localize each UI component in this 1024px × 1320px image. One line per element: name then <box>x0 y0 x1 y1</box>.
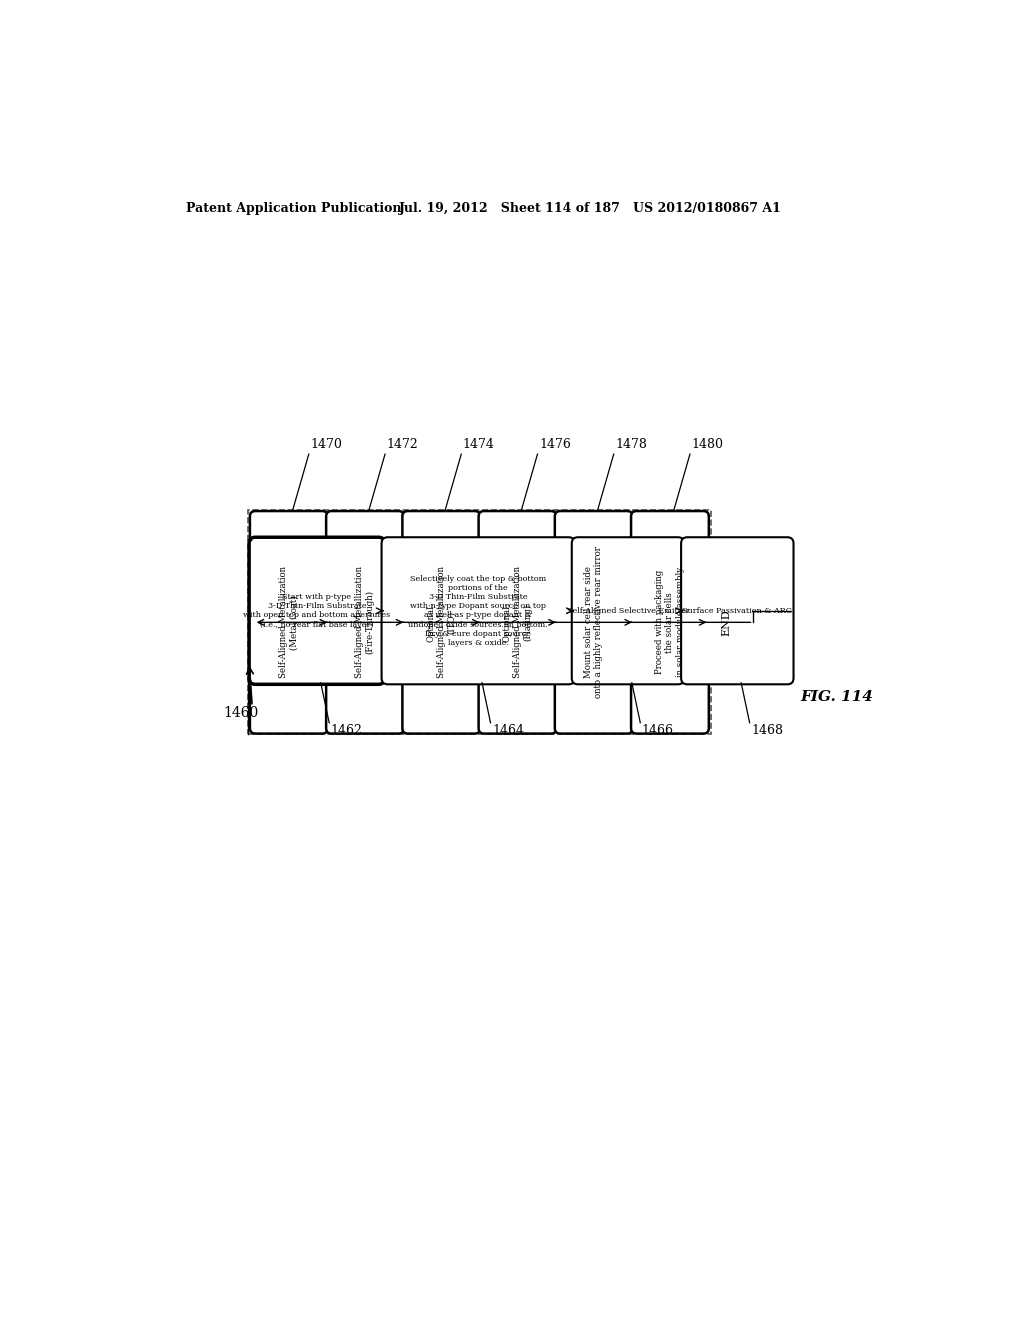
Text: Start with p-type
3-D Thin-Film Substrate
with open top and bottom apertures
(i.: Start with p-type 3-D Thin-Film Substrat… <box>244 593 390 628</box>
Text: 1460: 1460 <box>223 706 258 719</box>
Text: 1462: 1462 <box>331 725 362 738</box>
Text: Self-Aligned Metallization
(Fire-Through): Self-Aligned Metallization (Fire-Through… <box>355 566 375 678</box>
Text: 1466: 1466 <box>642 725 674 738</box>
Text: FIG. 114: FIG. 114 <box>801 690 873 705</box>
Text: Proceed with packaging
the solar cells
in solar module assembly: Proceed with packaging the solar cells i… <box>655 568 685 677</box>
Text: Self-Aligned Metallization
(Metal Coat): Self-Aligned Metallization (Metal Coat) <box>280 566 298 678</box>
Text: Optional:
Self-Aligned Metallization
(ITO): Optional: Self-Aligned Metallization (IT… <box>426 566 456 678</box>
FancyBboxPatch shape <box>555 511 633 734</box>
Text: END: END <box>722 609 731 636</box>
Text: 1478: 1478 <box>615 438 647 451</box>
Text: 1476: 1476 <box>539 438 571 451</box>
FancyBboxPatch shape <box>681 537 794 684</box>
FancyBboxPatch shape <box>402 511 480 734</box>
Text: 1470: 1470 <box>310 438 342 451</box>
Text: 1480: 1480 <box>691 438 724 451</box>
FancyBboxPatch shape <box>478 511 556 734</box>
Text: Self-Aligned Selective Emitter: Self-Aligned Selective Emitter <box>566 607 689 615</box>
Text: 1468: 1468 <box>752 725 783 738</box>
Text: Selectively coat the top & bottom
portions of the
3-D Thin-Film Substrate
with n: Selectively coat the top & bottom portio… <box>409 574 548 647</box>
Text: Optional:
Self-Aligned Metallization
(Plating): Optional: Self-Aligned Metallization (Pl… <box>503 566 532 678</box>
FancyBboxPatch shape <box>631 511 709 734</box>
FancyBboxPatch shape <box>571 537 684 684</box>
FancyBboxPatch shape <box>326 511 403 734</box>
Text: Mount solar cell rear side
onto a highly reflective rear mirror: Mount solar cell rear side onto a highly… <box>584 546 603 698</box>
Text: 1474: 1474 <box>463 438 495 451</box>
FancyBboxPatch shape <box>250 511 328 734</box>
Text: 1464: 1464 <box>493 725 524 738</box>
Text: Surface Passivation & ARC: Surface Passivation & ARC <box>682 607 793 615</box>
FancyBboxPatch shape <box>382 537 574 684</box>
Text: 1472: 1472 <box>387 438 419 451</box>
Text: Patent Application Publication: Patent Application Publication <box>186 202 401 215</box>
FancyBboxPatch shape <box>698 569 755 676</box>
FancyBboxPatch shape <box>249 537 385 684</box>
Text: Jul. 19, 2012   Sheet 114 of 187   US 2012/0180867 A1: Jul. 19, 2012 Sheet 114 of 187 US 2012/0… <box>398 202 781 215</box>
